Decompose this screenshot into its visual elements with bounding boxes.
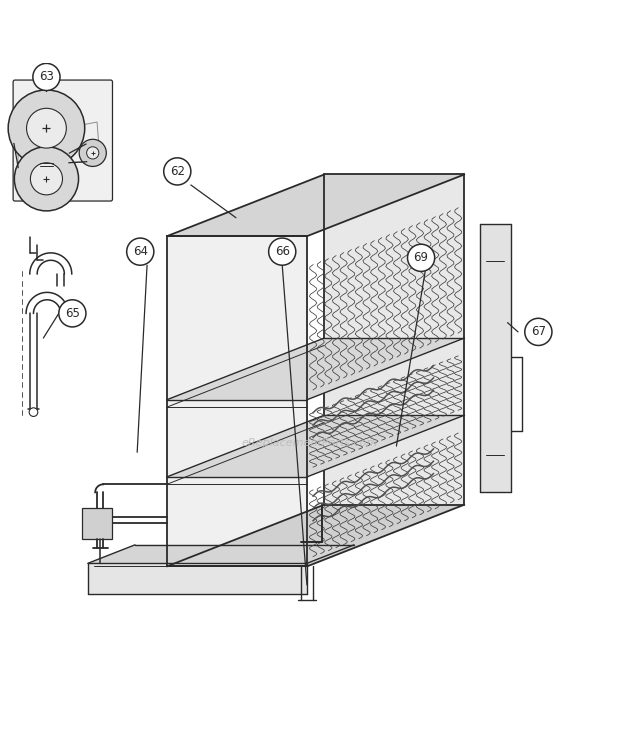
Polygon shape <box>88 563 307 594</box>
Circle shape <box>407 244 435 272</box>
Text: 63: 63 <box>39 71 54 83</box>
Circle shape <box>59 300 86 327</box>
Text: 65: 65 <box>65 307 80 320</box>
Circle shape <box>87 147 99 159</box>
Circle shape <box>525 318 552 345</box>
Circle shape <box>27 109 66 148</box>
Text: 64: 64 <box>133 245 148 258</box>
Polygon shape <box>167 415 464 477</box>
Text: 62: 62 <box>170 165 185 178</box>
FancyBboxPatch shape <box>82 508 112 539</box>
Circle shape <box>33 63 60 91</box>
Circle shape <box>8 90 85 167</box>
FancyBboxPatch shape <box>13 80 112 201</box>
Polygon shape <box>167 175 464 236</box>
Circle shape <box>126 238 154 265</box>
Polygon shape <box>324 175 464 504</box>
Polygon shape <box>480 224 511 493</box>
Polygon shape <box>167 504 464 566</box>
Polygon shape <box>88 545 354 563</box>
Circle shape <box>30 163 63 195</box>
Circle shape <box>164 158 191 185</box>
Text: 66: 66 <box>275 245 290 258</box>
Circle shape <box>268 238 296 265</box>
Circle shape <box>79 139 106 167</box>
Circle shape <box>14 147 79 211</box>
Text: 67: 67 <box>531 325 546 339</box>
Polygon shape <box>167 236 307 566</box>
Polygon shape <box>167 338 464 400</box>
Circle shape <box>29 408 38 417</box>
Text: 69: 69 <box>414 251 428 264</box>
Text: eReplacementParts.com: eReplacementParts.com <box>242 438 378 448</box>
